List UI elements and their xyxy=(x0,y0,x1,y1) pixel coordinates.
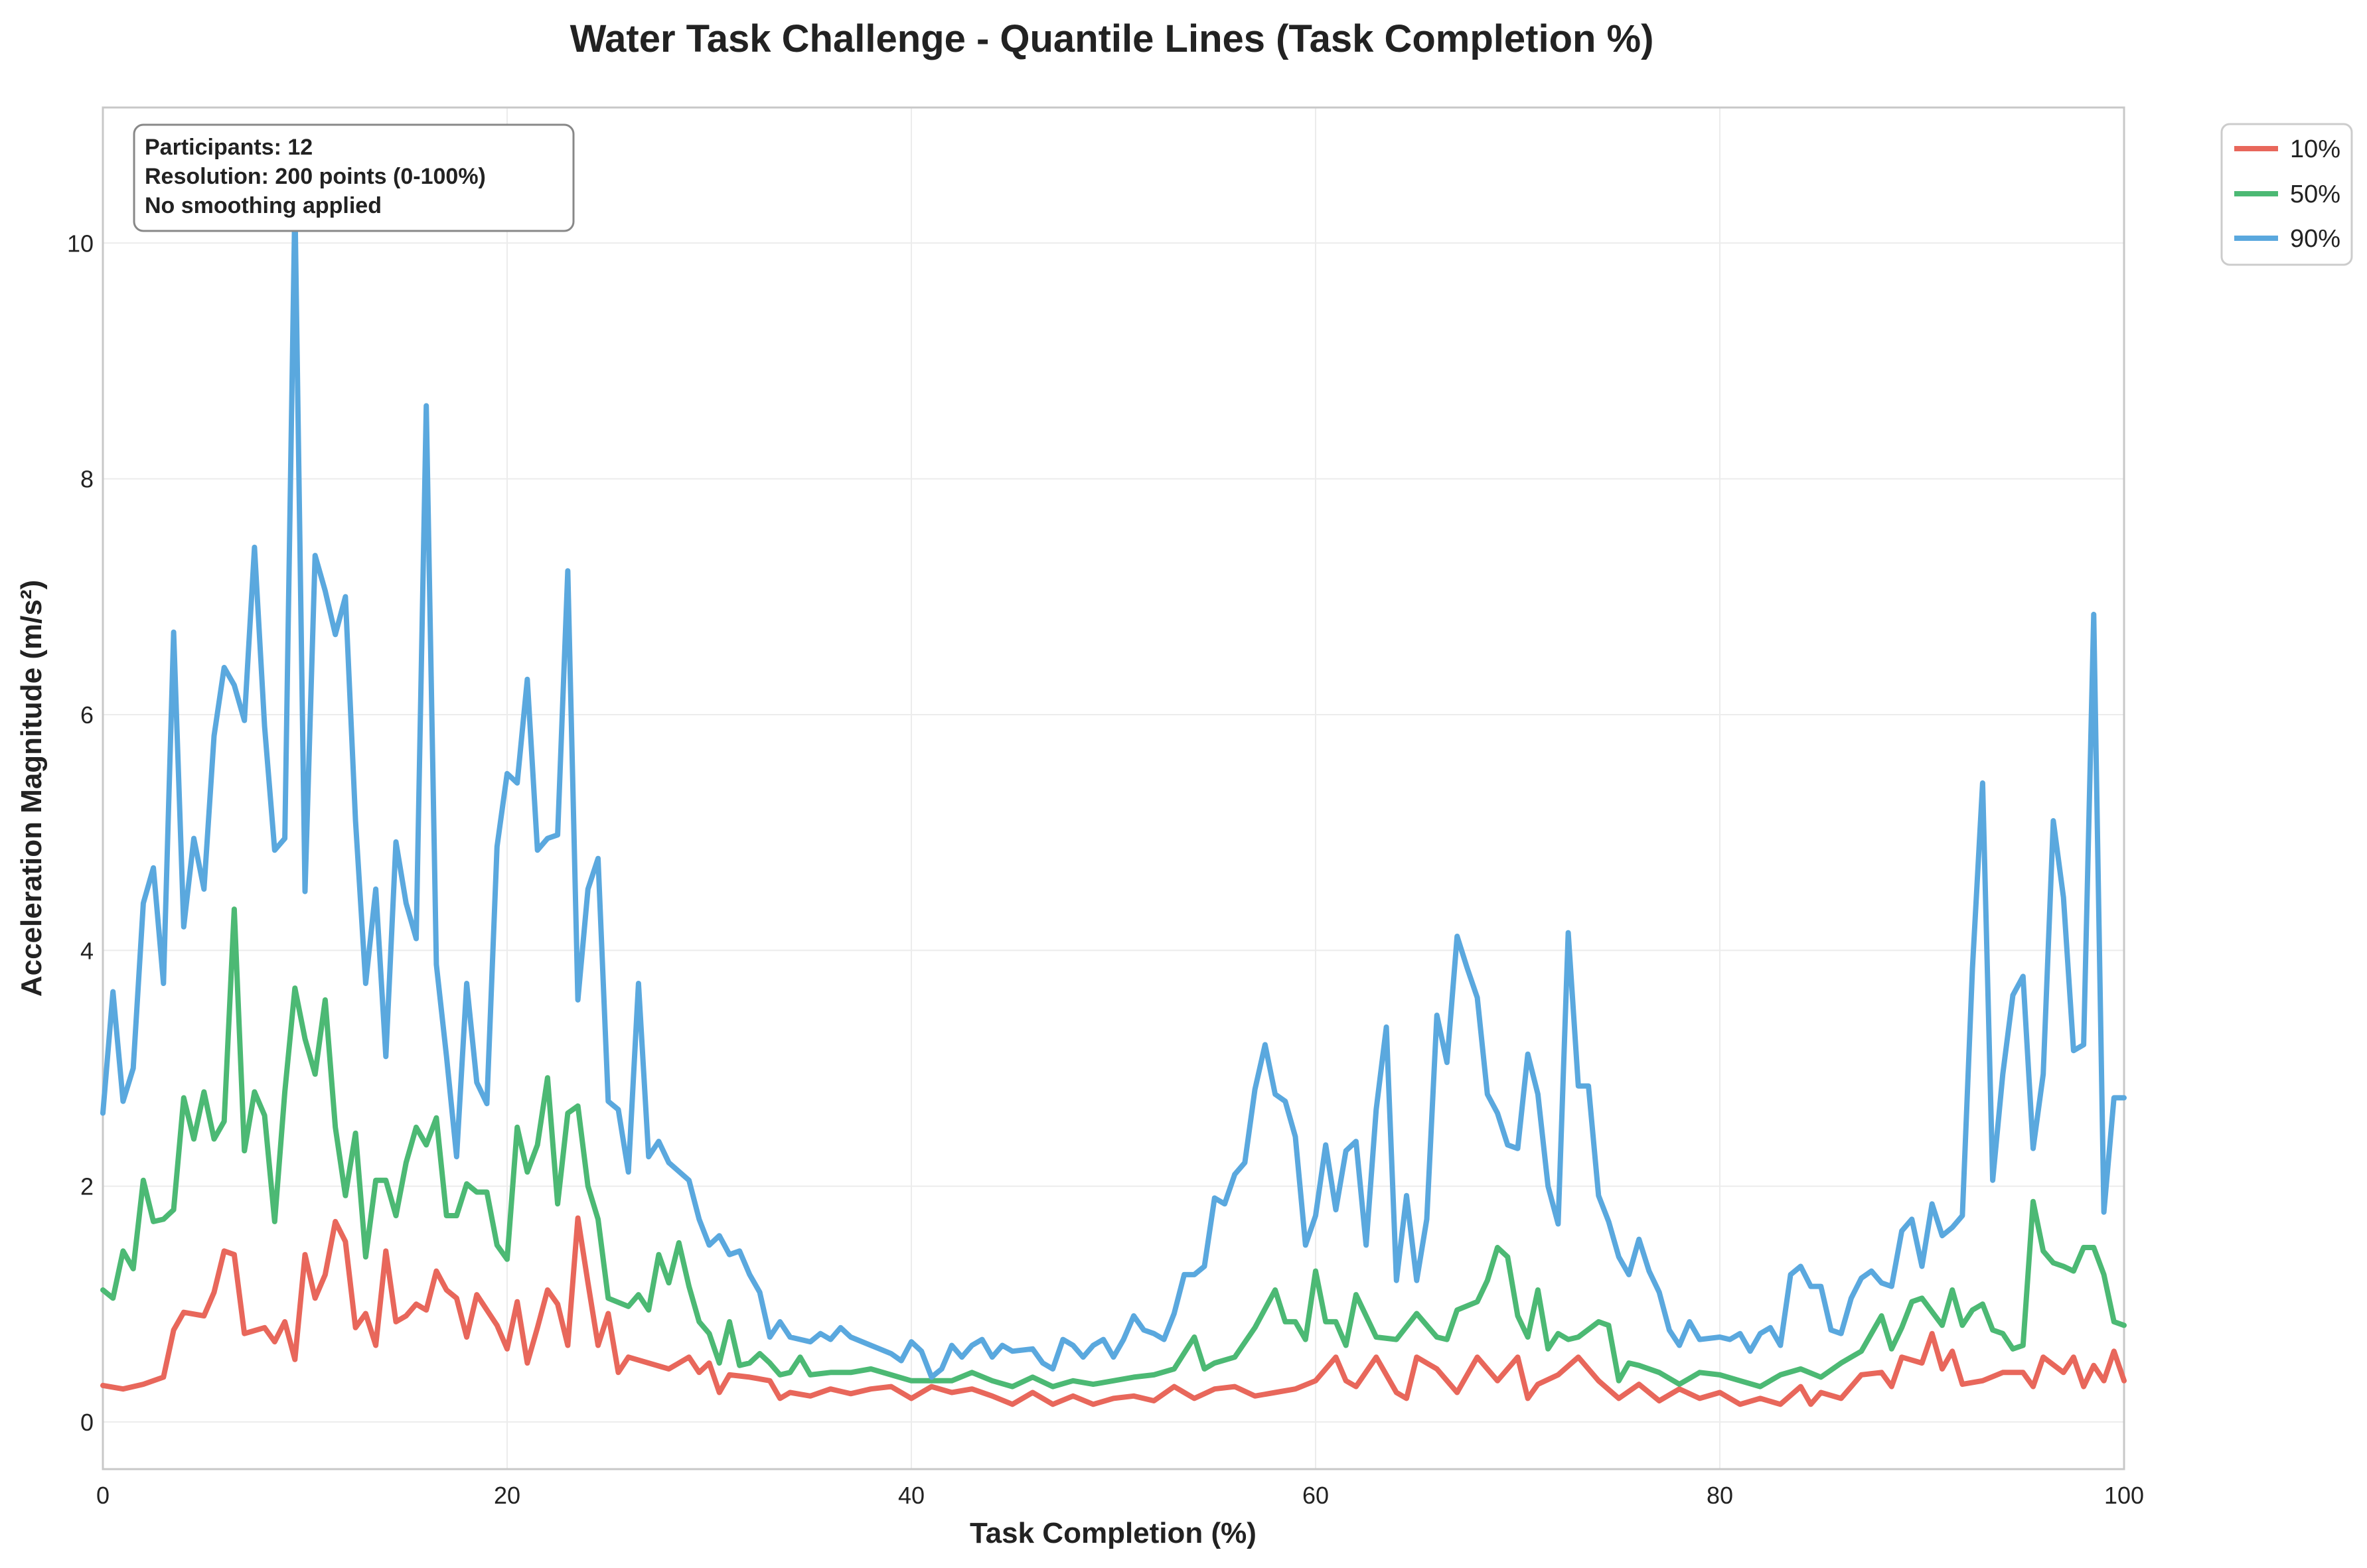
y-tick-label: 0 xyxy=(80,1409,94,1436)
info-annotation-box: Participants: 12 Resolution: 200 points … xyxy=(133,123,575,232)
info-participants: Participants: 12 xyxy=(145,135,313,160)
y-axis-label: Acceleration Magnitude (m/s²) xyxy=(15,580,48,997)
legend-label-90: 90% xyxy=(2290,225,2340,253)
x-tick-label: 60 xyxy=(1302,1482,1329,1509)
x-tick-label: 80 xyxy=(1707,1482,1733,1509)
info-resolution: Resolution: 200 points (0-100%) xyxy=(145,164,486,189)
legend-frame xyxy=(2220,123,2353,266)
chart-title: Water Task Challenge - Quantile Lines (T… xyxy=(570,17,1654,60)
series-layer xyxy=(100,199,2127,1407)
series-line-50pct xyxy=(100,906,2127,1390)
info-box-frame xyxy=(133,123,575,232)
x-tick-label: 40 xyxy=(898,1482,925,1509)
series-line-10pct xyxy=(100,1215,2127,1407)
series-line-90pct xyxy=(100,199,2127,1380)
legend-label-50: 50% xyxy=(2290,180,2340,208)
x-tick-label: 0 xyxy=(96,1482,110,1509)
y-tick-label: 4 xyxy=(80,937,94,964)
legend-label-10: 10% xyxy=(2290,135,2340,163)
x-axis-label: Task Completion (%) xyxy=(970,1517,1257,1549)
y-tick-label: 8 xyxy=(80,466,94,493)
x-tick-label: 100 xyxy=(2104,1482,2144,1509)
axis-ticks: 0 20 40 60 80 100 0 2 4 6 8 10 xyxy=(67,230,2144,1509)
y-tick-label: 6 xyxy=(80,701,94,729)
y-tick-label: 2 xyxy=(80,1173,94,1200)
plot-frame xyxy=(102,106,2125,1470)
y-tick-label: 10 xyxy=(67,230,94,257)
info-smoothing: No smoothing applied xyxy=(145,193,382,218)
x-tick-label: 20 xyxy=(494,1482,520,1509)
legend: 10% 50% 90% xyxy=(2220,123,2353,266)
